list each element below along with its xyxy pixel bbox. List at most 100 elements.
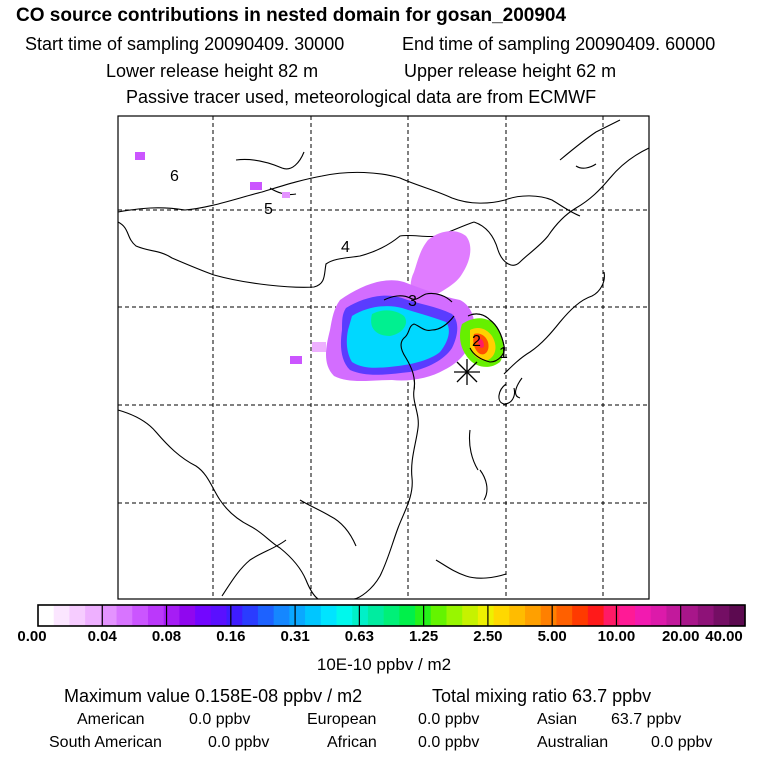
colorbar-swatch xyxy=(195,605,212,626)
plume-patch-w2 xyxy=(312,342,326,352)
colorbar-swatch xyxy=(729,605,746,626)
plume-patch-w xyxy=(290,356,302,364)
asian-value: 63.7 ppbv xyxy=(611,711,682,728)
colorbar-swatch xyxy=(430,605,448,626)
lake-baikal xyxy=(235,151,305,196)
asterisk-icon xyxy=(454,359,480,385)
plume-patch-n2 xyxy=(282,192,290,198)
colorbar-swatch xyxy=(540,605,558,626)
colorbar-swatch xyxy=(603,605,620,626)
colorbar-swatch xyxy=(587,605,605,626)
colorbar-swatch xyxy=(619,605,636,626)
colorbar-swatch xyxy=(257,605,275,626)
european-label: European xyxy=(307,711,377,728)
colorbar-tick-label: 0.08 xyxy=(151,628,182,645)
total-mixing-ratio: Total mixing ratio 63.7 ppbv xyxy=(432,686,652,706)
south-american-value: 0.0 ppbv xyxy=(208,734,270,751)
region-label-4: 4 xyxy=(341,239,350,256)
asian-label: Asian xyxy=(537,711,578,728)
colorbar-swatch xyxy=(132,605,149,626)
colorbar-swatch xyxy=(713,605,730,626)
colorbar-swatch xyxy=(116,605,133,626)
colorbar-swatch xyxy=(509,605,526,626)
border-south xyxy=(221,499,357,597)
region-label-3: 3 xyxy=(408,293,417,310)
colorbar-swatch xyxy=(85,605,102,626)
plume-outer-north xyxy=(410,231,471,302)
colorbar-swatch xyxy=(682,605,699,626)
colorbar-swatch xyxy=(635,605,652,626)
colorbar-tick-label: 0.00 xyxy=(17,628,47,645)
border-ne xyxy=(473,147,650,266)
colorbar-swatch xyxy=(38,605,55,626)
colorbar-tick-label: 10.00 xyxy=(597,628,636,645)
colorbar-swatch xyxy=(226,605,243,626)
region-labels: 1 2 3 4 5 6 xyxy=(170,168,508,362)
colorbar-tick-label: 0.16 xyxy=(216,628,246,645)
colorbar-units: 10E-10 ppbv / m2 xyxy=(316,655,452,674)
region-label-6: 6 xyxy=(170,168,179,185)
coast-sakhalin xyxy=(559,119,621,169)
colorbar-swatch xyxy=(572,605,589,626)
colorbar-swatch xyxy=(399,605,416,626)
border-southwest xyxy=(117,409,319,600)
australian-label: Australian xyxy=(537,734,609,751)
colorbar-swatch xyxy=(336,605,353,626)
border-north xyxy=(117,171,581,217)
colorbar-swatch xyxy=(273,605,290,626)
colorbar-swatch xyxy=(525,605,542,626)
australian-value: 0.0 ppbv xyxy=(651,734,713,751)
region-label-5: 5 xyxy=(264,201,273,218)
south-american-label: South American xyxy=(49,734,162,751)
plume-green xyxy=(371,310,407,336)
colorbar-swatch xyxy=(320,605,338,626)
coast-overlay xyxy=(383,292,505,391)
colorbar-tick-label: 1.25 xyxy=(409,628,439,645)
colorbar-swatch xyxy=(69,605,86,626)
colorbar-swatch xyxy=(446,605,463,626)
colorbar-swatch xyxy=(493,605,510,626)
colorbar-tick-label: 40.00 xyxy=(705,628,743,645)
colorbar-swatch xyxy=(556,605,573,626)
colorbar-swatch xyxy=(305,605,322,626)
end-time-label: End time of sampling 20090409. 60000 xyxy=(402,34,716,54)
colorbar-swatch xyxy=(242,605,259,626)
colorbar-swatch xyxy=(352,605,369,626)
region-label-2: 2 xyxy=(472,333,481,350)
african-label: African xyxy=(327,734,377,751)
colorbar-tick-label: 0.04 xyxy=(87,628,117,645)
african-value: 0.0 ppbv xyxy=(418,734,480,751)
tracer-note: Passive tracer used, meteorological data… xyxy=(126,87,597,107)
lower-release-label: Lower release height 82 m xyxy=(106,61,319,81)
colorbar-swatch xyxy=(179,605,196,626)
graticule xyxy=(118,116,649,599)
colorbar-swatch xyxy=(462,605,479,626)
plume-patch-nw xyxy=(135,152,145,160)
colorbar-swatch xyxy=(697,605,715,626)
colorbar-tick-label: 0.63 xyxy=(344,628,374,645)
plume-patch-n1 xyxy=(250,182,262,190)
colorbar-swatch xyxy=(477,605,495,626)
colorbar-frame xyxy=(37,604,746,627)
colorbar-swatch xyxy=(100,605,118,626)
border-mongolia xyxy=(117,221,475,288)
colorbar xyxy=(38,605,746,626)
colorbar-tick-label: 2.50 xyxy=(473,628,503,645)
colorbar-swatch xyxy=(210,605,228,626)
colorbar-tick-label: 20.00 xyxy=(661,628,700,645)
max-value: Maximum value 0.158E-08 ppbv / m2 xyxy=(64,686,363,706)
contribution-plume xyxy=(135,152,504,381)
colorbar-swatch xyxy=(666,605,683,626)
european-value: 0.0 ppbv xyxy=(418,711,480,728)
plume-peak xyxy=(478,338,484,348)
colorbar-swatch xyxy=(367,605,385,626)
coast-south xyxy=(435,429,507,579)
colorbar-tick-label: 5.00 xyxy=(537,628,567,645)
colorbar-swatch xyxy=(650,605,668,626)
upper-release-label: Upper release height 62 m xyxy=(404,61,617,81)
start-time-label: Start time of sampling 20090409. 30000 xyxy=(25,34,345,54)
colorbar-tick-label: 0.31 xyxy=(280,628,310,645)
coast-japan xyxy=(498,271,605,405)
colorbar-swatch xyxy=(383,605,400,626)
